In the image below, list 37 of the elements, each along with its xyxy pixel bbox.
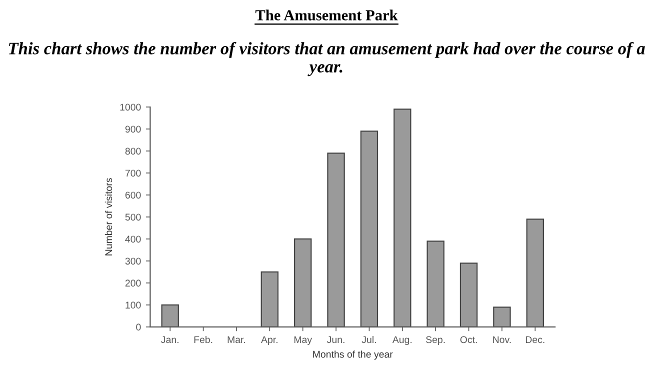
bar xyxy=(294,238,312,327)
y-tick-label: 200 xyxy=(125,280,141,287)
x-tick-label: Jan. xyxy=(161,336,178,344)
x-tick-label: Apr. xyxy=(261,336,278,346)
y-tick-label: 400 xyxy=(125,236,141,243)
y-tick-label: 700 xyxy=(125,170,141,177)
x-tick-label: May xyxy=(294,336,312,346)
bar xyxy=(526,218,544,327)
bar xyxy=(394,108,412,327)
y-tick-label: 500 xyxy=(125,214,141,221)
bar xyxy=(426,240,444,327)
x-tick-label: Aug. xyxy=(392,336,412,346)
x-tick-label: Jul. xyxy=(362,336,376,344)
bar xyxy=(327,152,345,327)
bar xyxy=(260,271,279,327)
x-tick-label: Sep. xyxy=(426,336,445,346)
y-tick-label: 100 xyxy=(126,302,141,309)
x-axis-title: Months of the year xyxy=(313,350,393,360)
y-tick-label: 0 xyxy=(136,324,141,331)
bar xyxy=(161,304,179,327)
y-axis-title: Number of visitors xyxy=(104,178,112,256)
chart-title: The Amusement Park xyxy=(255,10,398,20)
chart-subtitle: This chart shows the number of visitors that an amusement park had over the course of a year. xyxy=(8,42,645,76)
x-tick-label: Jun. xyxy=(326,336,344,344)
bar xyxy=(360,130,378,327)
x-tick-label: Mar. xyxy=(228,336,246,344)
y-tick-label: 600 xyxy=(125,192,141,199)
y-tick-label: 800 xyxy=(125,148,141,155)
bar xyxy=(493,306,511,327)
bar xyxy=(460,262,478,327)
x-tick-label: Feb. xyxy=(194,336,212,344)
x-tick-label: Nov. xyxy=(493,336,511,344)
x-tick-label: Oct. xyxy=(460,336,477,344)
y-tick-label: 300 xyxy=(125,258,141,265)
y-tick-label: 1000 xyxy=(120,104,141,111)
x-tick-label: Dec. xyxy=(526,336,544,344)
y-tick-label: 900 xyxy=(125,126,141,133)
